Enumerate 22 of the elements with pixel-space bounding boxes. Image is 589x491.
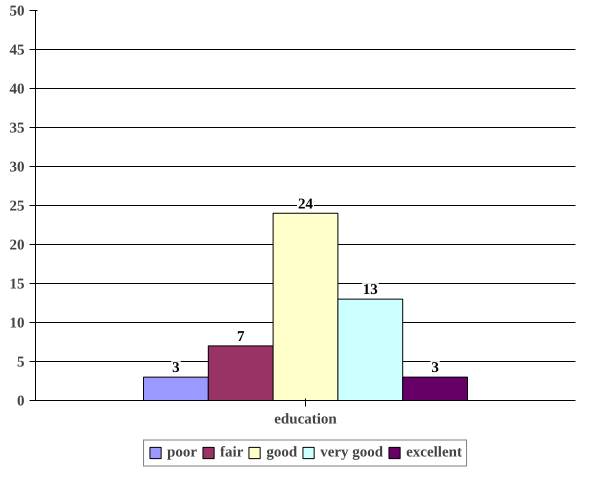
y-tick-label: 25 <box>10 198 24 214</box>
y-tick-label: 10 <box>10 316 24 332</box>
data-label: 13 <box>362 282 378 298</box>
y-tick-label: 15 <box>10 276 24 292</box>
legend-label: good <box>266 444 298 461</box>
y-tick-label: 20 <box>10 238 24 254</box>
y-tick-label: 30 <box>10 160 24 176</box>
data-label: 3 <box>431 360 439 376</box>
y-tick-label: 40 <box>10 82 24 98</box>
data-label: 7 <box>236 328 245 345</box>
y-tick-label: 0 <box>17 394 24 410</box>
legend-label: fair <box>220 444 244 461</box>
legend-label: poor <box>167 444 198 461</box>
data-label: 24 <box>298 196 314 212</box>
y-tick-label: 35 <box>10 120 24 136</box>
y-tick-label: 5 <box>17 354 24 370</box>
legend-label: very good <box>320 444 384 461</box>
y-tick-label: 50 <box>10 4 24 20</box>
x-tick-label: education <box>274 412 338 428</box>
data-label: 3 <box>172 360 180 376</box>
y-tick-label: 45 <box>10 42 24 58</box>
legend-label: excellent <box>406 444 462 461</box>
